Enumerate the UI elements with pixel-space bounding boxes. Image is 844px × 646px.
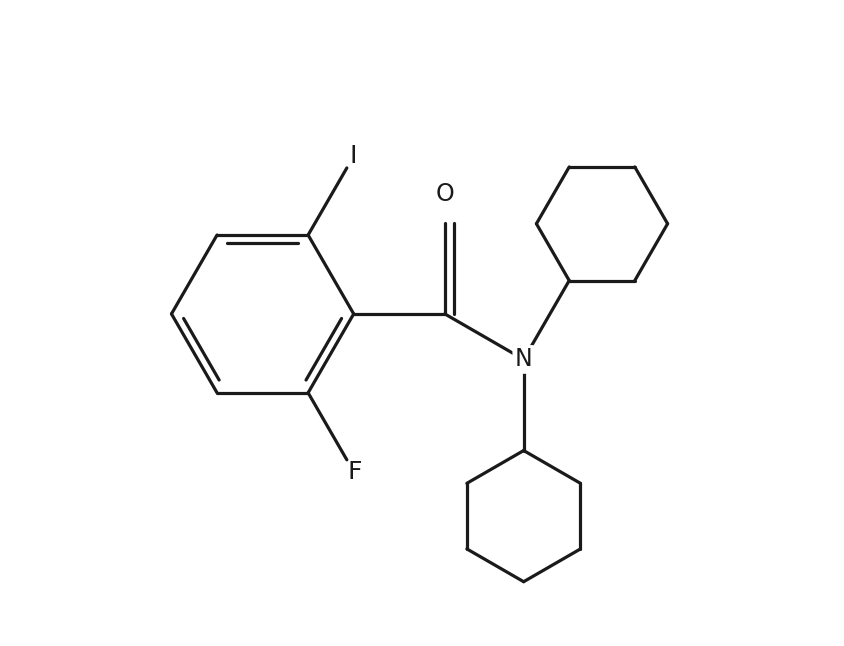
Text: O: O (436, 182, 454, 207)
Text: I: I (350, 144, 357, 168)
Text: N: N (515, 348, 533, 371)
Text: F: F (348, 460, 362, 484)
